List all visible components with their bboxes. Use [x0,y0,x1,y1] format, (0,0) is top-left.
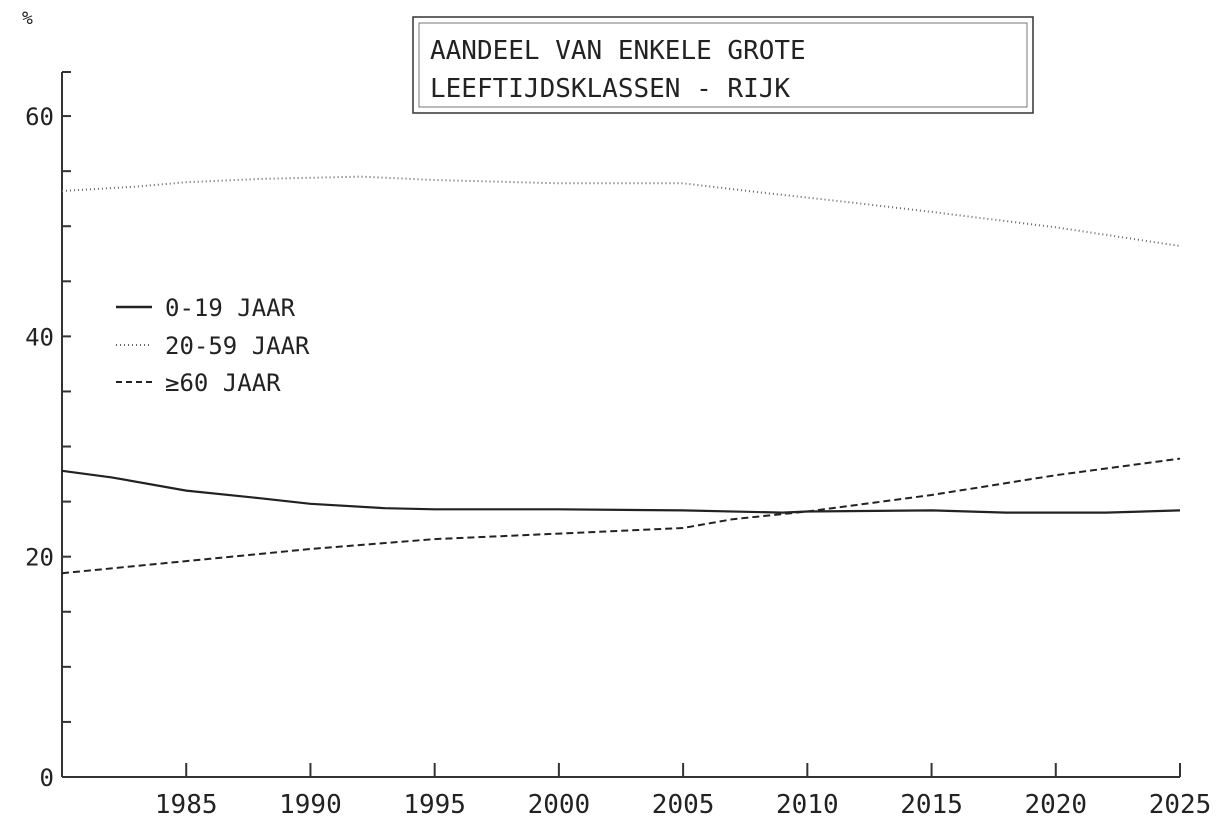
chart-title-line-2: LEEFTIJDSKLASSEN - RIJK [430,74,790,104]
y-tick-label: 40 [25,323,54,351]
y-tick-label: 0 [40,764,54,792]
series-line-0-19 [61,469,1181,514]
legend-label-20-59: 20-59 JAAR [165,332,310,360]
x-tick-label: 2025 [1149,790,1212,820]
x-tick-label: 2010 [776,790,839,820]
legend-label-0-19: 0-19 JAAR [165,294,296,322]
axes: 0 20 40 60 1985 1990 1995 2000 2005 2010 2015 2020 2… [25,71,1212,820]
chart-title-line-1: AANDEEL VAN ENKELE GROTE [430,36,806,66]
x-tick-label: 1990 [279,790,342,820]
series-layer [61,175,1181,575]
x-tick-label: 1995 [403,790,466,820]
x-tick-label: 2015 [900,790,963,820]
series-line-20-59 [61,175,1181,247]
x-tick-label: 1985 [155,790,218,820]
x-tick-label: 2020 [1024,790,1087,820]
x-tick-label: 2005 [652,790,715,820]
series-line-60plus [61,457,1181,575]
y-tick-label: 20 [25,544,54,572]
y-unit-label: % [22,8,33,29]
y-tick-label: 60 [25,103,54,131]
x-tick-label: 2000 [528,790,591,820]
legend-label-60plus: ≥60 JAAR [165,369,281,397]
legend: 0-19 JAAR 20-59 JAAR ≥60 JAAR [116,294,310,397]
chart-title-box: AANDEEL VAN ENKELE GROTE LEEFTIJDSKLASSE… [412,16,1034,114]
